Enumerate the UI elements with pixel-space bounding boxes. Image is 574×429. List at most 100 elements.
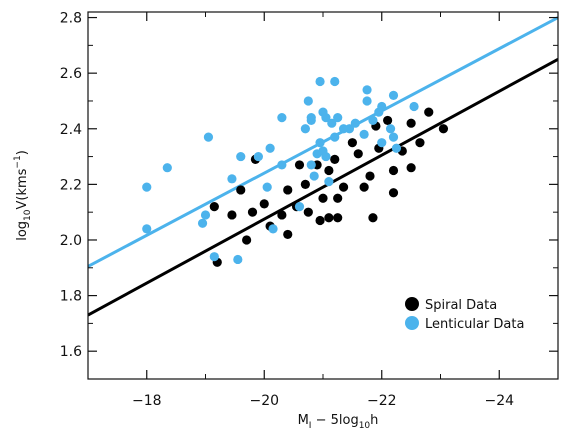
data-point: [330, 132, 340, 142]
legend-marker-lenticular: [405, 316, 419, 330]
x-tick-label: −18: [132, 393, 162, 409]
y-tick-label: 1.8: [60, 289, 82, 305]
legend: Spiral Data Lenticular Data: [405, 297, 524, 332]
data-point: [200, 210, 211, 220]
data-point: [362, 85, 372, 95]
data-point: [344, 124, 355, 134]
data-point: [277, 113, 287, 123]
data-point: [315, 76, 325, 87]
data-point: [388, 90, 399, 101]
data-point: [283, 229, 293, 240]
data-point: [333, 193, 343, 203]
data-point: [236, 185, 246, 195]
data-point: [203, 132, 214, 142]
data-point: [415, 138, 425, 148]
data-point: [377, 101, 387, 112]
fit-lines: [88, 16, 558, 317]
data-point: [227, 210, 237, 220]
data-point: [377, 138, 387, 148]
data-point: [197, 218, 208, 228]
data-point: [268, 224, 278, 234]
data-point: [321, 113, 331, 123]
data-point: [388, 132, 399, 142]
data-point: [277, 160, 287, 170]
y-tick-label: 2.8: [60, 11, 82, 27]
y-tick-label: 2.2: [60, 177, 82, 193]
data-point: [306, 115, 316, 126]
data-point: [321, 151, 331, 162]
legend-label-lenticular: Lenticular Data: [425, 317, 524, 332]
fit-line-spiral: [88, 57, 558, 317]
x-tick-label: −24: [484, 393, 514, 409]
data-point: [353, 149, 363, 159]
data-point: [409, 101, 419, 112]
data-point: [283, 185, 293, 195]
data-point: [209, 202, 219, 212]
data-point: [303, 207, 313, 217]
data-point: [333, 213, 343, 223]
data-point: [142, 182, 152, 192]
data-point: [315, 138, 325, 148]
x-axis-label: MI − 5log10h: [298, 413, 379, 429]
y-tick-label: 2.4: [60, 122, 82, 138]
data-point: [383, 115, 393, 126]
y-tick-label: 2.0: [60, 233, 82, 249]
data-point: [347, 138, 357, 148]
data-point: [277, 210, 287, 220]
data-point: [227, 174, 237, 184]
y-tick-label: 1.6: [60, 344, 82, 360]
data-point: [333, 113, 343, 123]
data-point: [142, 224, 152, 234]
legend-label-spiral: Spiral Data: [425, 298, 497, 313]
data-point: [438, 124, 449, 134]
data-point: [236, 151, 246, 162]
data-point: [406, 118, 416, 128]
data-point: [388, 165, 399, 176]
data-point: [324, 165, 334, 176]
data-point: [324, 213, 334, 223]
data-point: [359, 129, 369, 139]
data-point: [162, 163, 172, 173]
axes: −18 −20 −22 −24 1.6 1.8 2.0 2.2 2.4 2.6 2.8 MI − 5l…: [13, 11, 559, 429]
y-tick-label: 2.6: [60, 66, 82, 82]
data-point: [388, 188, 399, 198]
data-points: [142, 76, 449, 267]
data-point: [406, 163, 416, 173]
data-point: [330, 76, 340, 87]
data-point: [330, 154, 340, 164]
series-spiral: [209, 107, 449, 267]
data-point: [253, 151, 263, 162]
data-point: [315, 215, 325, 226]
data-point: [362, 96, 372, 106]
data-point: [262, 182, 272, 192]
data-point: [365, 171, 375, 181]
data-point: [259, 199, 269, 209]
x-tick-label: −22: [367, 393, 397, 409]
data-point: [424, 107, 434, 117]
data-point: [300, 124, 310, 134]
data-point: [306, 160, 316, 170]
data-point: [368, 213, 378, 223]
data-point: [318, 193, 328, 203]
data-point: [294, 160, 305, 170]
data-point: [303, 96, 313, 106]
data-point: [247, 207, 258, 217]
data-point: [350, 118, 360, 128]
data-point: [233, 254, 243, 265]
data-point: [327, 118, 337, 128]
data-point: [300, 179, 310, 189]
x-tick-label: −20: [249, 393, 279, 409]
data-point: [368, 115, 378, 126]
data-point: [391, 143, 402, 153]
data-point: [265, 143, 275, 153]
series-lenticular: [142, 76, 419, 265]
data-point: [385, 124, 396, 134]
data-point: [294, 202, 305, 212]
legend-marker-spiral: [405, 297, 419, 311]
y-axis-label: log10V(kms−1): [13, 150, 33, 241]
data-point: [309, 171, 319, 181]
data-point: [359, 182, 369, 192]
data-point: [242, 235, 252, 245]
data-point: [324, 176, 334, 187]
